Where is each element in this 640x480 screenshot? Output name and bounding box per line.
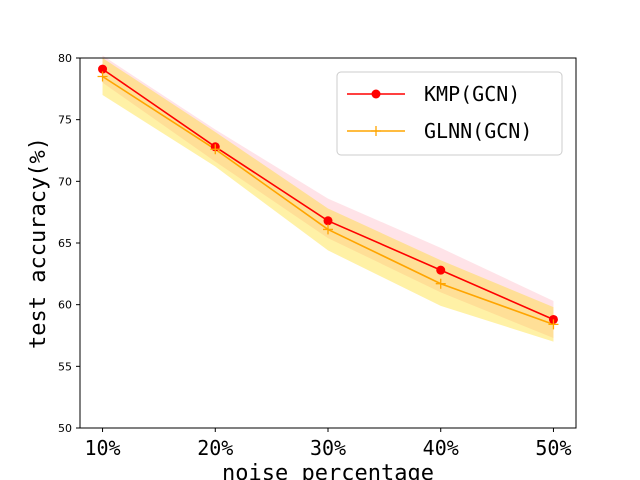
legend-box bbox=[336, 71, 563, 156]
x-tick-label-0: 10% bbox=[84, 436, 120, 460]
y-tick-label-2: 60 bbox=[58, 299, 72, 312]
point-1-2 bbox=[323, 224, 333, 235]
point-1-1 bbox=[210, 144, 221, 155]
x-tick-label-2: 30% bbox=[310, 436, 346, 460]
point-1-0 bbox=[97, 71, 108, 82]
legend-kmp-label: KMP(GCN) bbox=[424, 82, 520, 106]
y-tick-label-4: 70 bbox=[58, 175, 72, 188]
legend-kmp-marker bbox=[371, 89, 381, 99]
y-tick-label-0: 50 bbox=[58, 422, 72, 435]
legend-glnn-label: GLNN(GCN) bbox=[424, 119, 532, 143]
point-0-3 bbox=[436, 265, 446, 275]
point-0-0 bbox=[98, 64, 108, 74]
x-tick-label-3: 40% bbox=[423, 436, 459, 460]
y-axis-ticks: 50 55 60 65 70 75 80 bbox=[58, 52, 80, 435]
legend[interactable]: KMP(GCN) GLNN(GCN) bbox=[336, 71, 563, 156]
x-axis-label: noise percentage bbox=[222, 461, 434, 480]
point-0-2 bbox=[323, 216, 333, 226]
x-axis-ticks: 10% 20% 30% 40% 50% bbox=[84, 428, 572, 460]
x-tick-label-4: 50% bbox=[535, 436, 571, 460]
y-tick-label-1: 55 bbox=[58, 360, 72, 373]
point-1-4 bbox=[548, 319, 559, 330]
y-tick-label-3: 65 bbox=[58, 237, 72, 250]
y-axis-label: test accuracy(%) bbox=[26, 137, 51, 349]
y-tick-label-6: 80 bbox=[58, 52, 72, 65]
y-tick-label-5: 75 bbox=[58, 114, 72, 127]
x-tick-label-1: 20% bbox=[197, 436, 233, 460]
data-markers bbox=[97, 64, 559, 330]
legend-glnn-marker bbox=[371, 126, 381, 136]
point-1-3 bbox=[435, 278, 446, 289]
